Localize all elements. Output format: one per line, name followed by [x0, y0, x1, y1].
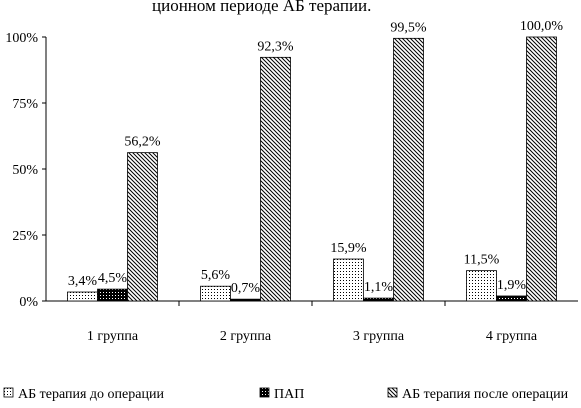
- y-tick-label: 25%: [12, 229, 38, 244]
- data-label: 4,5%: [98, 271, 128, 286]
- data-label: 100,0%: [520, 19, 564, 34]
- data-labels: 3,4% 4,5% 56,2% 5,6%0,7% 92,3% 15,9% 1,1% 99,5%…: [68, 19, 564, 296]
- legend: АБ терапия до операции ПАП АБ терапия посл…: [3, 387, 569, 402]
- data-label: 99,5%: [390, 20, 427, 35]
- axes: 0% 25% 50% 75% 100% 1 группа 2 группа 3 группа 4…: [5, 31, 578, 344]
- legend-label: АБ терапия до операции: [18, 387, 164, 402]
- data-label: 1,9%: [497, 278, 527, 293]
- x-tick-label: 2 группа: [220, 329, 272, 344]
- x-tick-label: 4 группа: [486, 329, 538, 344]
- bar: [260, 56, 291, 302]
- x-tick-label: 3 группа: [353, 329, 405, 344]
- legend-swatch: [3, 387, 14, 398]
- legend-label: АБ терапия после операции: [402, 387, 569, 402]
- x-tick-label: 1 группа: [87, 329, 139, 344]
- y-tick-label: 0%: [19, 295, 38, 310]
- data-label: 0,7%: [231, 281, 261, 296]
- data-label: 5,6%: [201, 268, 231, 283]
- bar: [526, 36, 557, 302]
- legend-swatch: [259, 387, 270, 398]
- bar: [67, 291, 98, 302]
- bar: [127, 152, 158, 302]
- bar: [230, 298, 261, 302]
- y-tick-label: 100%: [5, 31, 38, 46]
- legend-label: ПАП: [274, 387, 304, 402]
- y-tick-label: 50%: [12, 163, 38, 178]
- y-tick-label: 75%: [12, 97, 38, 112]
- data-label: 92,3%: [257, 39, 294, 54]
- bar: [97, 288, 128, 302]
- bar: [466, 270, 497, 302]
- data-label: 15,9%: [330, 241, 367, 256]
- header-fragment: ционном периоде АБ терапии.: [152, 0, 371, 15]
- data-label: 56,2%: [124, 135, 161, 150]
- data-label: 1,1%: [364, 280, 394, 295]
- bar: [200, 285, 231, 302]
- bar: [393, 37, 424, 302]
- bars: [67, 36, 557, 302]
- bar: [496, 295, 527, 302]
- legend-swatch: [387, 387, 398, 398]
- bar: [333, 258, 364, 302]
- data-label: 3,4%: [68, 274, 98, 289]
- data-label: 11,5%: [464, 253, 500, 268]
- bar: [363, 297, 394, 302]
